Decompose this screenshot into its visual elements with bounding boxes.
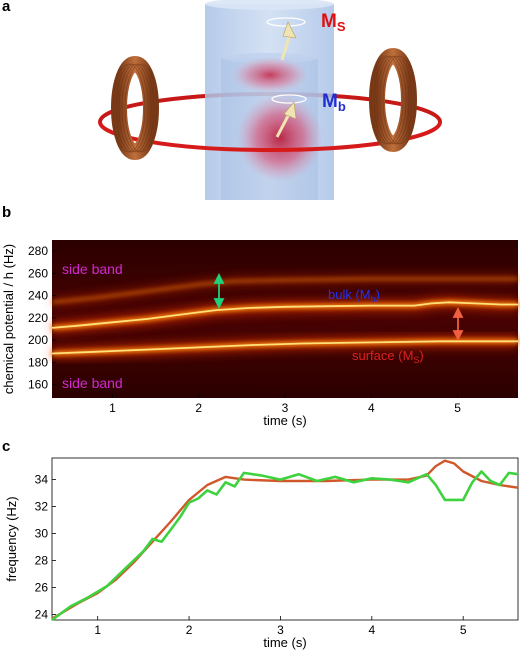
right-coil xyxy=(369,48,417,152)
x-axis-label: time (s) xyxy=(263,413,306,428)
y-tick-label: 200 xyxy=(28,333,48,347)
panel-letter-c: c xyxy=(2,438,11,455)
side-band-top-label: side band xyxy=(62,261,123,277)
x-axis-label: time (s) xyxy=(263,635,306,650)
y-tick-label: 240 xyxy=(28,289,48,303)
y-axis-label: chemical potential / h (Hz) xyxy=(1,244,16,394)
x-tick-label: 1 xyxy=(94,623,101,637)
frequency-series-1 xyxy=(51,459,519,620)
trace-surface xyxy=(51,340,518,355)
y-tick-label: 220 xyxy=(28,311,48,325)
spectrogram-chart: 1 2 3 4 5 160 180 200 220 240 260 280 time (s) chemic… xyxy=(1,240,518,428)
y-tick-label: 280 xyxy=(28,244,48,258)
y-axis-label: frequency (Hz) xyxy=(4,496,19,581)
x-tick-label: 5 xyxy=(460,623,467,637)
ms-label: MS xyxy=(321,11,346,34)
x-tick-label: 4 xyxy=(368,623,375,637)
trace-halo-side-band xyxy=(51,277,518,304)
red-double-arrow xyxy=(452,306,464,342)
y-tick-label: 160 xyxy=(28,378,48,392)
surface-label: surface (MS) xyxy=(352,348,424,365)
panel-letter-b: b xyxy=(2,204,12,221)
x-tick-label: 3 xyxy=(282,401,289,415)
plot-frame xyxy=(51,457,519,621)
y-tick-label: 28 xyxy=(35,554,49,568)
y-tick-label: 26 xyxy=(35,581,49,595)
y-tick-label: 260 xyxy=(28,266,48,280)
y-tick-label: 180 xyxy=(28,355,48,369)
x-tick-label: 2 xyxy=(195,401,202,415)
green-double-arrow xyxy=(213,272,225,310)
y-tick-label: 30 xyxy=(35,527,49,541)
y-tick-label: 32 xyxy=(35,500,49,514)
mb-arrow xyxy=(275,101,297,138)
experiment-illustration: MS Mb xyxy=(98,0,442,200)
y-tick-label: 34 xyxy=(35,473,49,487)
frequency-series-2 xyxy=(51,470,519,622)
surface-cloud xyxy=(232,57,308,93)
x-tick-label: 3 xyxy=(277,623,284,637)
x-tick-label: 1 xyxy=(109,401,116,415)
y-tick-label: 24 xyxy=(35,608,49,622)
ms-arrow xyxy=(280,21,297,61)
x-tick-label: 2 xyxy=(186,623,193,637)
left-coil xyxy=(111,56,159,160)
panel-letter-a: a xyxy=(2,0,11,15)
x-tick-label: 4 xyxy=(368,401,375,415)
bulk-label: bulk (Mb) xyxy=(328,287,380,304)
bulk-cloud xyxy=(237,94,323,182)
side-band-bottom-label: side band xyxy=(62,375,123,391)
mb-label: Mb xyxy=(322,91,346,114)
trace-bulk xyxy=(51,301,518,329)
x-tick-label: 5 xyxy=(454,401,461,415)
